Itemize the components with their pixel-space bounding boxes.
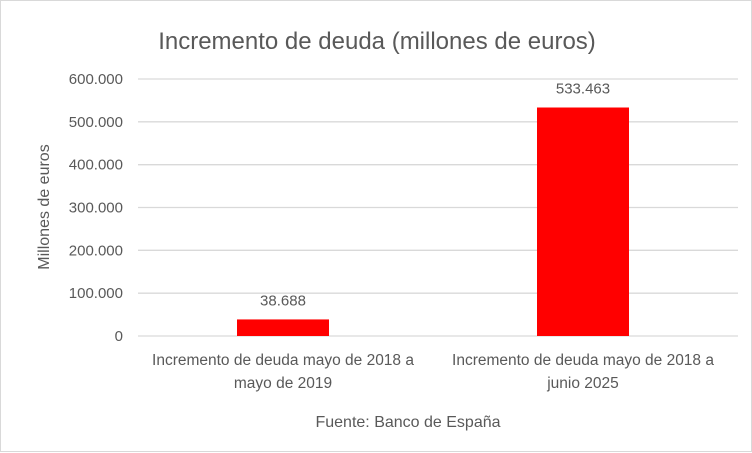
y-tick-label: 100.000 <box>69 285 123 302</box>
y-tick-label: 500.000 <box>69 114 123 131</box>
x-axis-label: Fuente: Banco de España <box>315 414 500 431</box>
x-tick-label: Incremento de deuda mayo de 2018 a <box>452 352 714 369</box>
y-axis-label: Millones de euros <box>36 144 53 269</box>
x-tick-label: Incremento de deuda mayo de 2018 a <box>152 352 414 369</box>
x-tick-label: mayo de 2019 <box>234 375 332 392</box>
y-tick-label: 400.000 <box>69 157 123 174</box>
bar <box>537 107 629 336</box>
bar <box>237 319 329 336</box>
y-tick-label: 0 <box>115 328 123 345</box>
y-tick-label: 300.000 <box>69 200 123 217</box>
x-tick-label: junio 2025 <box>546 375 619 392</box>
data-label: 533.463 <box>556 81 610 98</box>
y-tick-label: 600.000 <box>69 71 123 88</box>
chart-title: Incremento de deuda (millones de euros) <box>158 28 596 55</box>
data-label: 38.688 <box>260 292 306 309</box>
y-tick-label: 200.000 <box>69 242 123 259</box>
